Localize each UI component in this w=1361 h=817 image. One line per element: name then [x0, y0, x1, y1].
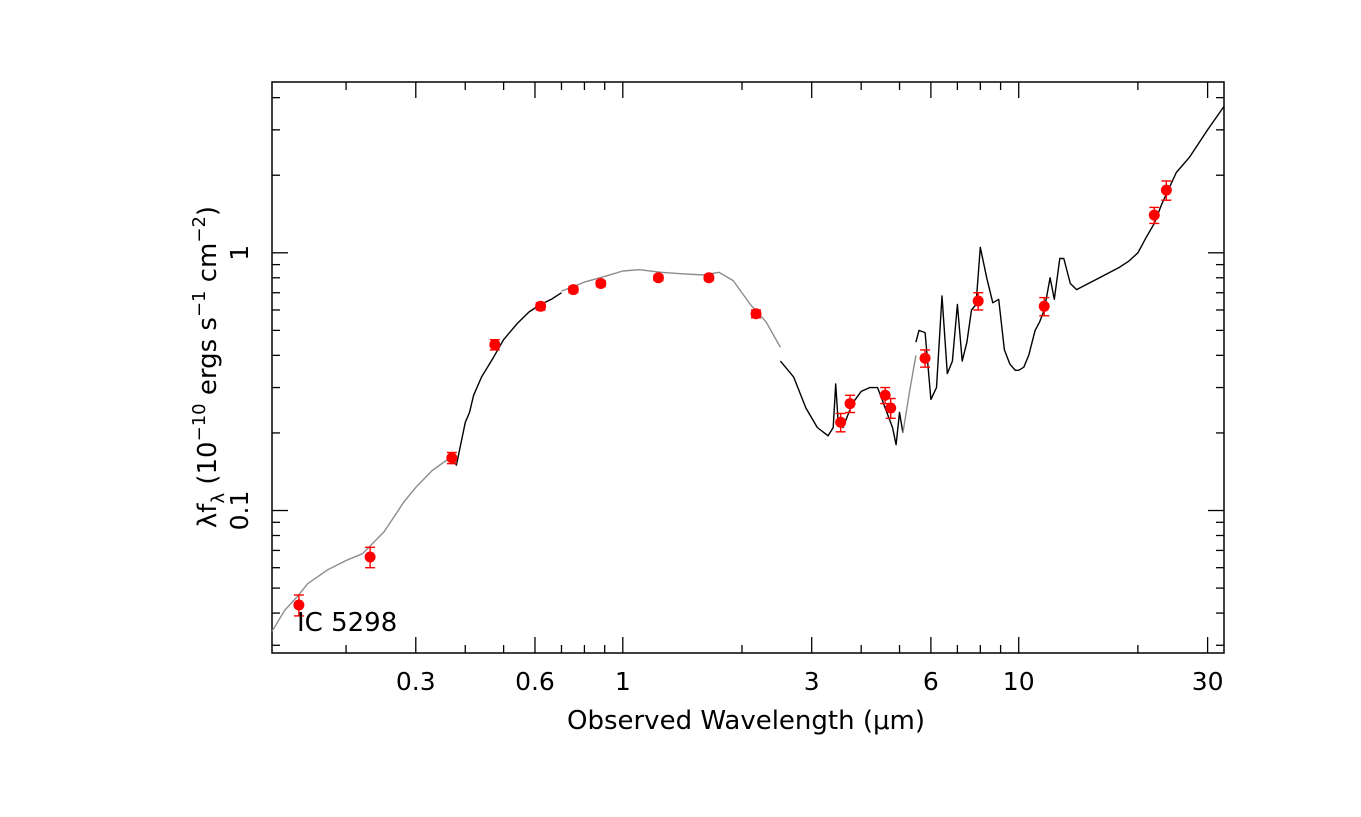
data-point — [535, 300, 547, 312]
y-axis-title-exp: −10 — [189, 403, 210, 441]
spectrum-line — [561, 269, 782, 348]
x-axis-title: Observed Wavelength (μm) — [567, 706, 925, 736]
spectrum-line — [779, 360, 904, 446]
x-tick-labels: 0.3 0.6 1 3 6 10 30 — [396, 667, 1224, 696]
spectrum-line — [915, 105, 1225, 401]
data-point — [1148, 209, 1160, 221]
y-tick-label: 0.1 — [225, 491, 254, 531]
y-axis-title-exp3: −2 — [189, 216, 210, 243]
photometry-points — [293, 180, 1172, 617]
plot-frame — [271, 81, 1225, 654]
data-point — [835, 416, 847, 428]
x-tick-label: 30 — [1192, 667, 1224, 696]
spectrum-line — [902, 355, 917, 434]
spectrum-line — [451, 292, 562, 466]
spectrum-lines — [271, 105, 1225, 632]
data-point — [489, 339, 501, 351]
data-point — [652, 272, 664, 284]
data-point — [885, 402, 897, 414]
y-axis-title-close: ) — [193, 206, 223, 216]
data-point — [293, 599, 305, 611]
data-point — [844, 398, 856, 410]
data-point — [750, 308, 762, 320]
data-point — [703, 272, 715, 284]
y-axis-title-open: (10 — [193, 441, 223, 493]
y-tick-label: 1 — [225, 245, 254, 261]
x-tick-label: 0.6 — [515, 667, 555, 696]
annotation-label: IC 5298 — [297, 608, 397, 638]
spectrum-line — [271, 455, 453, 632]
x-tick-label: 0.3 — [396, 667, 436, 696]
data-point — [595, 278, 607, 290]
y-axis-title-exp2: −1 — [189, 290, 210, 317]
data-point — [972, 295, 984, 307]
y-axis-title: λfλ (10−10 ergs s−1 cm−2) — [189, 206, 229, 528]
y-axis-title-base-sub: λ — [208, 493, 229, 504]
data-point — [446, 452, 458, 464]
x-tick-label: 10 — [1003, 667, 1035, 696]
data-point — [364, 551, 376, 563]
data-point — [1160, 184, 1172, 196]
x-tick-label: 3 — [804, 667, 820, 696]
x-tick-label: 1 — [615, 667, 631, 696]
axis-ticks — [272, 82, 1224, 653]
y-tick-labels: 0.11 — [225, 245, 254, 531]
y-axis-title-mid: ergs s — [193, 317, 223, 403]
data-point — [1038, 300, 1050, 312]
x-tick-label: 6 — [923, 667, 939, 696]
data-point — [567, 284, 579, 296]
data-point — [919, 352, 931, 364]
y-axis-title-base: λf — [193, 503, 223, 528]
y-axis-title-mid2: cm — [193, 243, 223, 291]
